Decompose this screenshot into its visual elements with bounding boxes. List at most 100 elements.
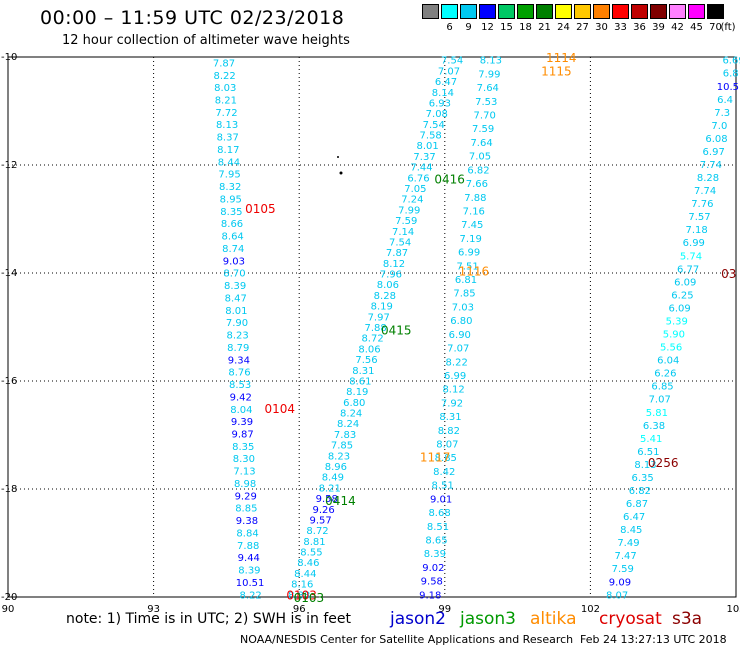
swh-value: 8.55	[300, 548, 322, 559]
lon-tick-label: 96	[293, 604, 306, 615]
swh-value: 9.39	[231, 417, 253, 428]
swh-value: 8.01	[225, 306, 247, 317]
pass-id-label: 0103	[294, 591, 325, 605]
swh-value: 6.93	[429, 98, 451, 109]
swh-value: 8.81	[303, 537, 325, 548]
pass-id-label: 0103	[286, 588, 317, 602]
swh-value: 10.5	[717, 82, 739, 93]
swh-value: 7.0	[711, 121, 727, 132]
legend-label: 42	[671, 22, 684, 33]
swh-value: 8.39	[424, 549, 446, 560]
swh-value: 8.51	[427, 522, 449, 533]
legend-swatch	[498, 4, 515, 19]
swh-value: 6.99	[458, 248, 480, 259]
pass-id-label: 0256	[648, 456, 679, 470]
swh-value: 8.82	[438, 426, 460, 437]
swh-value: 8.30	[233, 454, 255, 465]
swh-value: 6.26	[654, 369, 676, 380]
swh-value: 7.64	[477, 83, 499, 94]
swh-value: 8.72	[361, 334, 383, 345]
swh-value: 7.54	[389, 237, 411, 248]
lat-tick-label: -10	[1, 52, 17, 63]
pass-id-label: 1116	[459, 264, 490, 278]
swh-value: 7.37	[413, 152, 435, 163]
lon-tick-label: 102	[581, 604, 600, 615]
swh-value: 6.99	[683, 238, 705, 249]
swh-value: 8.53	[229, 380, 251, 391]
swh-value: 7.07	[649, 395, 671, 406]
swh-value: 6.04	[657, 356, 679, 367]
satellite-label: cryosat	[599, 609, 662, 629]
swh-value: 7.96	[380, 270, 402, 281]
swh-value: 7.45	[461, 220, 483, 231]
swh-value: 6.81	[455, 275, 477, 286]
swh-value: 8.01	[416, 141, 438, 152]
pass-id-label: 03	[721, 267, 736, 281]
lon-tick-label: 105	[726, 604, 740, 615]
swh-value: 8.32	[219, 182, 241, 193]
legend-swatch	[441, 4, 458, 19]
swh-value: 8.31	[352, 366, 374, 377]
swh-value: 7.07	[438, 66, 460, 77]
swh-value: 9.18	[419, 590, 441, 601]
swh-value: 8.42	[433, 467, 455, 478]
swh-value: 7.87	[386, 248, 408, 259]
lat-tick-label: -16	[1, 376, 17, 387]
swh-value: 8.35	[220, 207, 242, 218]
swh-value: 6.85	[651, 382, 673, 393]
swh-value: 7.07	[447, 344, 469, 355]
lat-tick-label: -18	[1, 484, 17, 495]
legend-label: 6	[446, 22, 453, 33]
legend-unit: (ft)	[720, 22, 736, 33]
swh-value: 9.87	[231, 429, 253, 440]
pass-id-label: 0414	[325, 494, 356, 508]
swh-value: 8.65	[425, 535, 447, 546]
swh-value: 7.70	[474, 111, 496, 122]
swh-value: 7.19	[460, 234, 482, 245]
map-frame	[7, 56, 737, 598]
legend-label: 70	[709, 22, 722, 33]
island-marker	[339, 171, 343, 175]
swh-value: 8.74	[222, 244, 244, 255]
swh-value: 7.88	[464, 193, 486, 204]
legend-label: 39	[652, 22, 665, 33]
swh-value: 7.56	[355, 355, 377, 366]
swh-value: 6.38	[643, 421, 665, 432]
swh-value: 8.68	[428, 508, 450, 519]
swh-value: 8.06	[358, 344, 380, 355]
swh-value: 8.06	[377, 280, 399, 291]
swh-value: 8.24	[340, 409, 362, 420]
swh-value: 6.99	[444, 371, 466, 382]
swh-value: 8.07	[436, 440, 458, 451]
legend-swatch	[536, 4, 553, 19]
pass-id-label: 1115	[541, 65, 572, 79]
legend-swatch	[574, 4, 591, 19]
swh-value: 6.76	[407, 173, 429, 184]
swh-value: 8.39	[238, 566, 260, 577]
swh-value: 6.51	[637, 447, 659, 458]
swh-value: 9.02	[422, 563, 444, 574]
swh-value: 6.82	[467, 165, 489, 176]
swh-value: 9.57	[309, 515, 331, 526]
swh-value: 8.22	[240, 590, 262, 601]
created-timestamp: Feb 24 13:27:13 UTC 2018	[580, 633, 727, 646]
swh-value: 5.90	[663, 330, 685, 341]
legend-label: 36	[633, 22, 646, 33]
swh-value: 8.07	[606, 590, 628, 601]
altimeter-tracks: 7.878.228.038.217.728.138.378.178.447.95…	[213, 56, 740, 602]
swh-value: 8.33	[288, 590, 310, 601]
pass-id-label: 0105	[245, 202, 276, 216]
swh-value: 6.09	[674, 277, 696, 288]
axis-labels: 90 93 96 99 102 105 -10 -12 -14 -16 -18 -20	[1, 52, 740, 615]
legend-label: 18	[519, 22, 532, 33]
swh-value: 7.83	[334, 430, 356, 441]
swh-value: 7.59	[472, 124, 494, 135]
swh-value: 8.76	[228, 368, 250, 379]
swh-value: 7.05	[469, 152, 491, 163]
legend-swatch	[460, 4, 477, 19]
swh-value: 7.90	[226, 318, 248, 329]
swh-value: 8.14	[432, 88, 454, 99]
swh-value: 6.77	[677, 264, 699, 275]
swh-value: 6.87	[626, 499, 648, 510]
